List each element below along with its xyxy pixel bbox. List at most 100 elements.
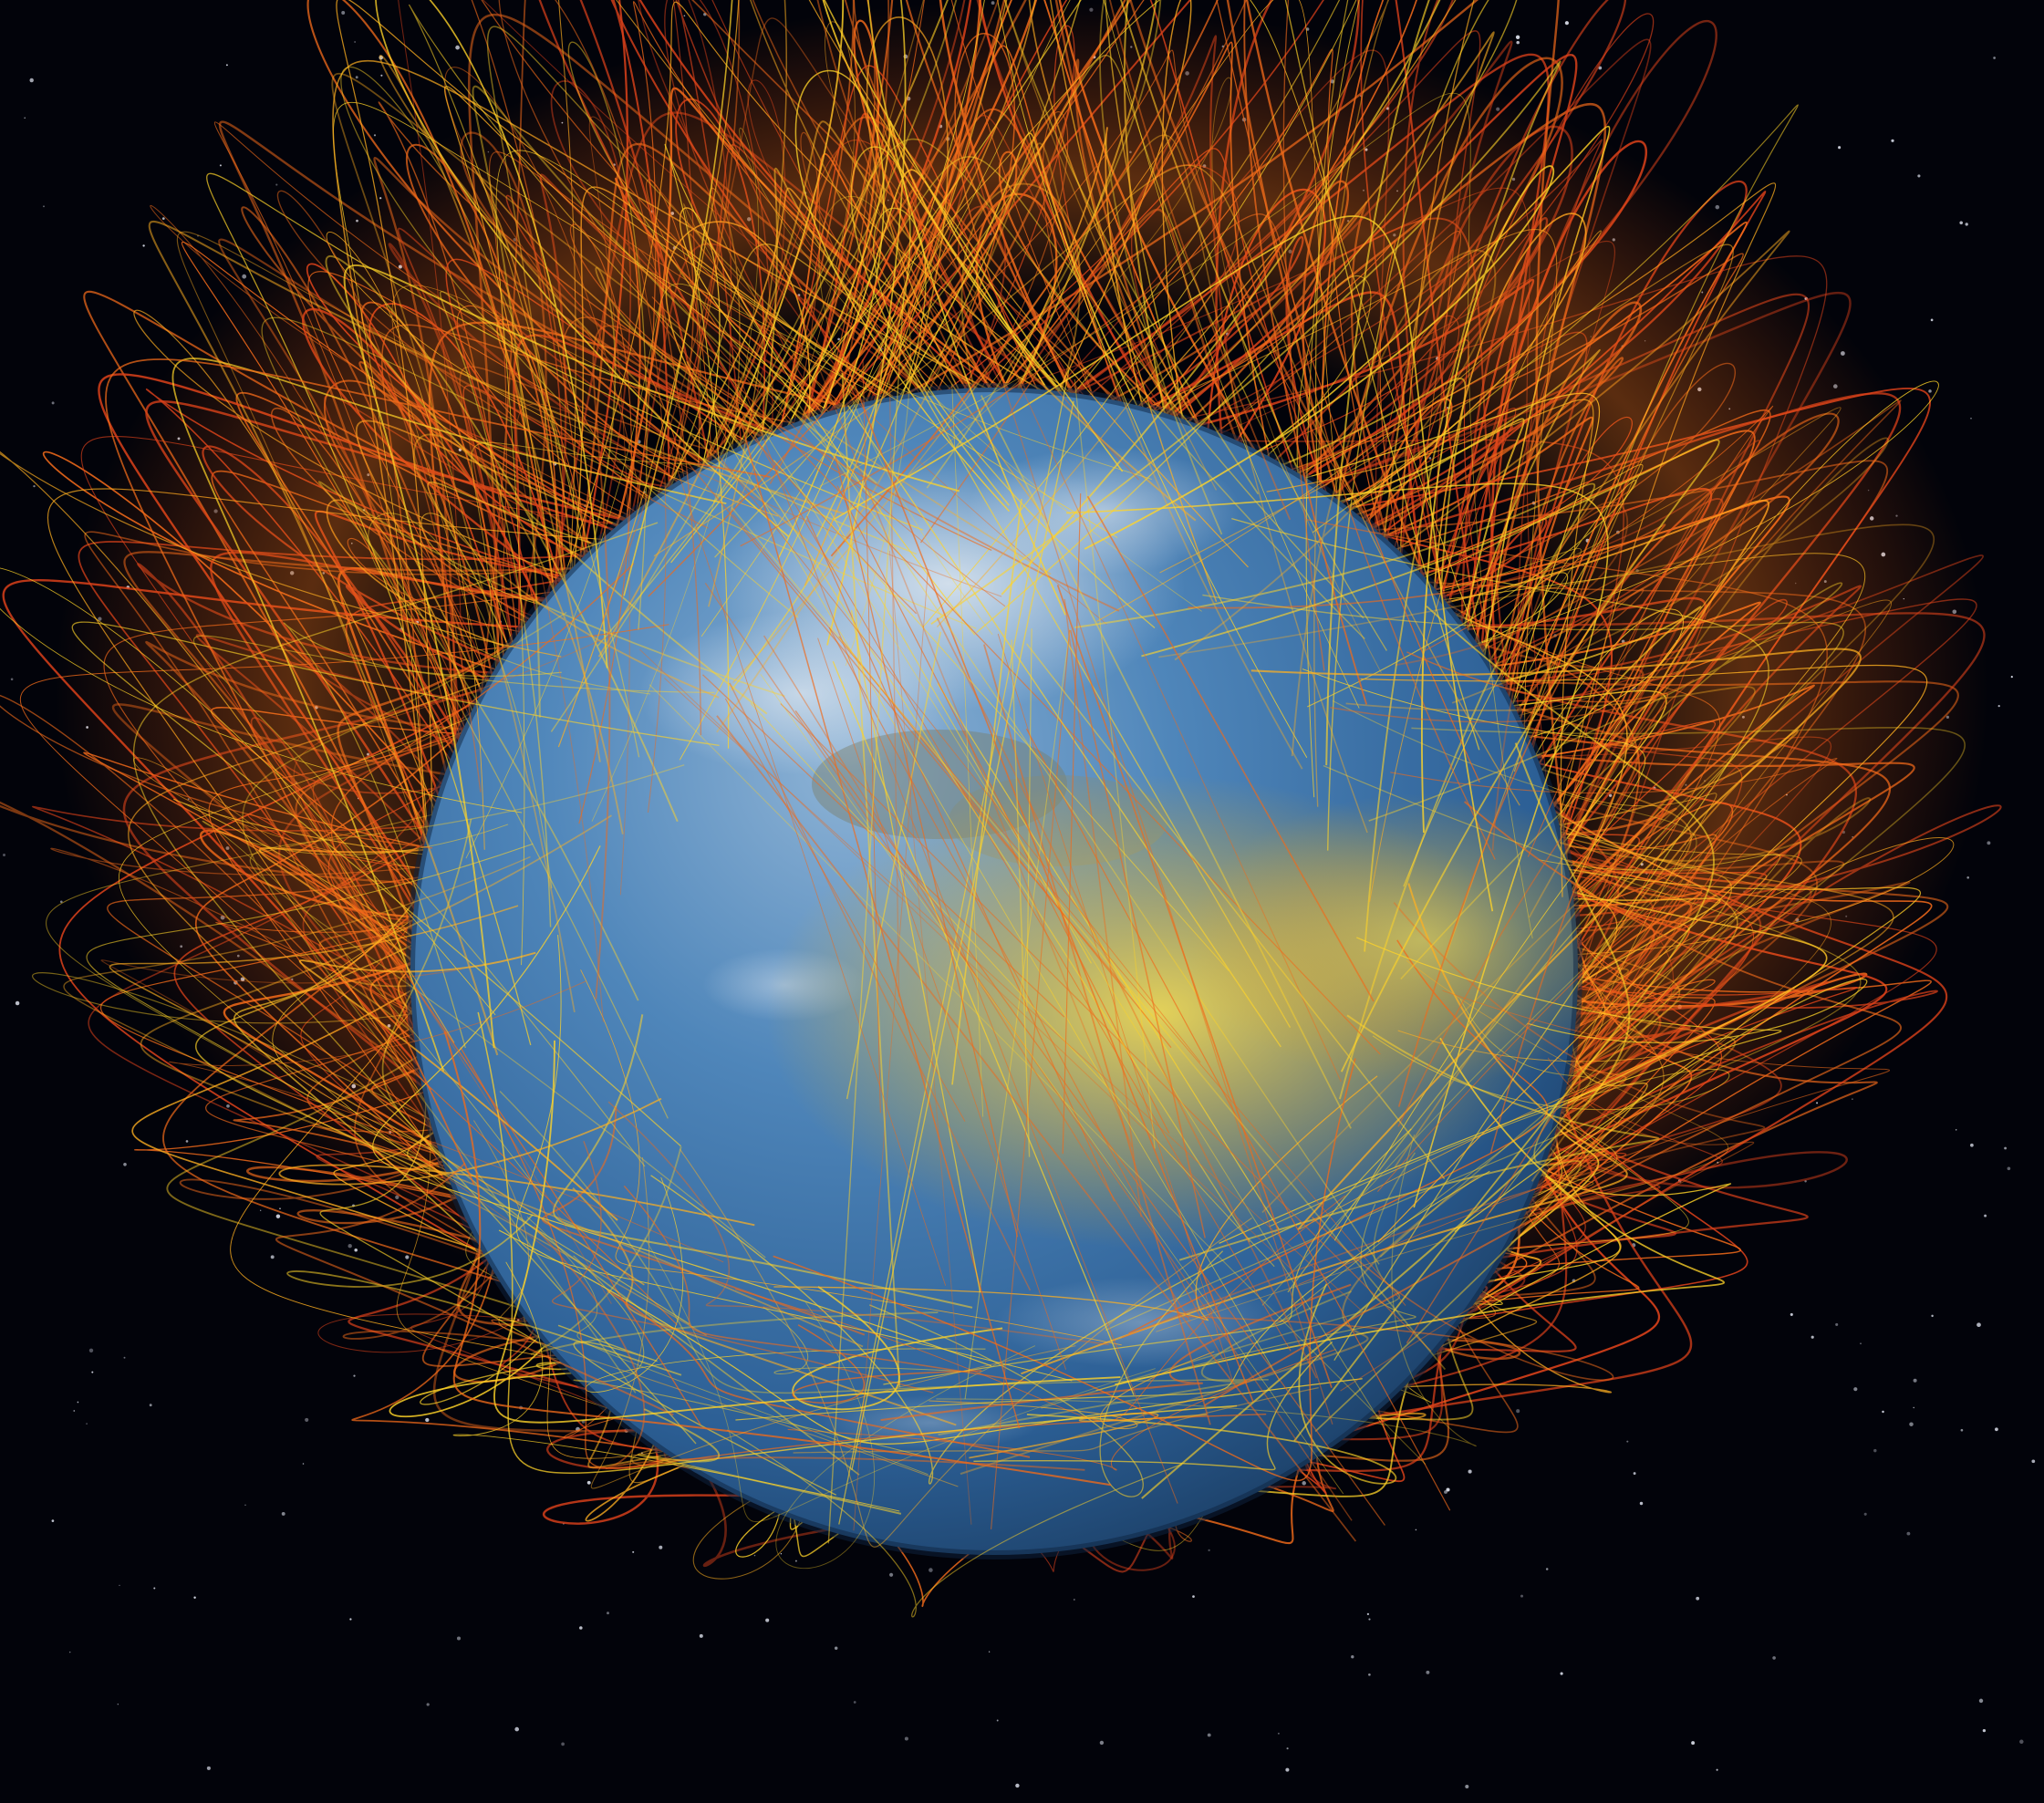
magnetic-field-line bbox=[452, 1261, 900, 1512]
magnetic-field-line bbox=[343, 264, 960, 1049]
star bbox=[586, 1480, 591, 1485]
magnetic-field-line bbox=[331, 72, 1052, 1013]
magnetic-field-line bbox=[368, 513, 651, 889]
magnetic-field-line bbox=[680, 1148, 1252, 1548]
magnetic-field-line bbox=[550, 138, 1365, 732]
magnetic-field-line bbox=[276, 190, 709, 793]
star bbox=[1444, 1490, 1447, 1494]
magnetic-field-line bbox=[1293, 605, 1715, 1442]
magnetic-field-line bbox=[817, 637, 1067, 1370]
star bbox=[279, 1207, 281, 1209]
magnetic-field-line bbox=[938, 1290, 1352, 1436]
star bbox=[3, 854, 5, 856]
magnetic-field-line bbox=[530, 1146, 939, 1355]
star bbox=[929, 1568, 933, 1572]
magnetic-field-line bbox=[936, 1134, 1477, 1447]
magnetic-field-line bbox=[750, 702, 1275, 1268]
star bbox=[1302, 1481, 1306, 1486]
magnetic-field-line bbox=[773, 460, 1230, 971]
magnetic-field-line bbox=[716, 715, 1357, 1542]
star bbox=[1015, 1783, 1020, 1788]
magnetic-field-line bbox=[249, 764, 766, 1259]
star bbox=[1545, 1568, 1549, 1570]
magnetic-field-line bbox=[983, 644, 1211, 1425]
magnetic-field-line bbox=[1141, 439, 1720, 1072]
magnetic-field-line bbox=[1069, 629, 1206, 1238]
star bbox=[1835, 1322, 1839, 1326]
magnetic-field-line bbox=[832, 661, 1135, 1395]
magnetic-field-line bbox=[516, 403, 1002, 1022]
magnetic-field-line bbox=[1204, 801, 1902, 1406]
magnetic-field-line bbox=[731, 207, 1156, 691]
star bbox=[1891, 139, 1894, 142]
star bbox=[51, 1519, 55, 1522]
magnetic-field-line bbox=[1026, 628, 1032, 1012]
star bbox=[1368, 1618, 1371, 1621]
star bbox=[1853, 1387, 1858, 1392]
star bbox=[142, 244, 145, 247]
star bbox=[185, 1140, 189, 1143]
magnetic-field-line bbox=[787, 1349, 1336, 1471]
magnetic-field-line bbox=[1064, 598, 1142, 1218]
magnetic-field-line bbox=[379, 55, 840, 762]
magnetic-field-line bbox=[735, 0, 1218, 507]
magnetic-field-line bbox=[472, 85, 877, 718]
magnetic-field-line bbox=[557, 0, 1249, 748]
magnetic-field-line bbox=[793, 1386, 1319, 1454]
star bbox=[1426, 1670, 1430, 1674]
magnetic-field-line bbox=[1376, 757, 1838, 1192]
star bbox=[354, 1248, 358, 1252]
magnetic-field-line bbox=[1279, 999, 1592, 1323]
magnetic-field-line bbox=[551, 1140, 934, 1394]
magnetic-field-line bbox=[1115, 1037, 1725, 1385]
magnetic-field-line bbox=[105, 358, 771, 1186]
star bbox=[1906, 1531, 1911, 1536]
magnetic-field-line bbox=[818, 195, 993, 667]
star bbox=[1838, 146, 1842, 150]
magnetic-field-line bbox=[1306, 480, 1637, 887]
magnetic-field-line bbox=[921, 0, 1360, 798]
magnetic-field-line bbox=[853, 572, 929, 1531]
magnetic-field-line bbox=[533, 1225, 1085, 1471]
magnetic-field-line bbox=[1306, 519, 1828, 1344]
magnetic-field-line bbox=[1425, 405, 1774, 857]
magnetic-field-line bbox=[1086, 495, 1375, 1002]
magnetic-field-line bbox=[704, 582, 1353, 1521]
magnetic-field-line bbox=[1096, 230, 1602, 902]
magnetic-field-line bbox=[846, 404, 1281, 1048]
star bbox=[206, 1766, 211, 1770]
star bbox=[2031, 1459, 2036, 1464]
magnetic-field-line bbox=[283, 622, 562, 1049]
magnetic-field-line bbox=[670, 0, 1480, 751]
magnetic-field-line bbox=[317, 481, 785, 1001]
star bbox=[1984, 1214, 1987, 1218]
magnetic-field-line bbox=[1012, 367, 1342, 1083]
magnetic-field-line bbox=[835, 456, 1019, 1238]
magnetic-field-line bbox=[100, 959, 551, 1251]
magnetic-field-line bbox=[1231, 517, 1769, 1362]
magnetic-field-line bbox=[1250, 648, 1862, 1231]
star bbox=[1917, 174, 1921, 178]
magnetic-field-line bbox=[738, 416, 1021, 1429]
magnetic-field-line bbox=[202, 820, 544, 1197]
star bbox=[348, 1243, 352, 1249]
star bbox=[1099, 1740, 1105, 1746]
star bbox=[226, 1104, 230, 1108]
star bbox=[302, 1463, 305, 1465]
star bbox=[51, 401, 55, 405]
star bbox=[1516, 1409, 1520, 1414]
star bbox=[1966, 876, 1969, 879]
star bbox=[270, 1255, 275, 1259]
star bbox=[123, 1356, 126, 1359]
magnetic-field-line bbox=[686, 361, 1250, 1243]
star bbox=[305, 1417, 309, 1422]
magnetic-field-line bbox=[588, 116, 1107, 896]
magnetic-field-line bbox=[838, 369, 1070, 1525]
magnetic-field-line bbox=[792, 1324, 982, 1404]
magnetic-field-line bbox=[648, 0, 1480, 782]
magnetic-field-line bbox=[573, 1255, 933, 1459]
magnetic-field-line bbox=[936, 0, 1390, 807]
magnetic-field-line bbox=[714, 55, 1387, 651]
star bbox=[1366, 1612, 1370, 1616]
magnetic-field-line bbox=[63, 855, 707, 1336]
